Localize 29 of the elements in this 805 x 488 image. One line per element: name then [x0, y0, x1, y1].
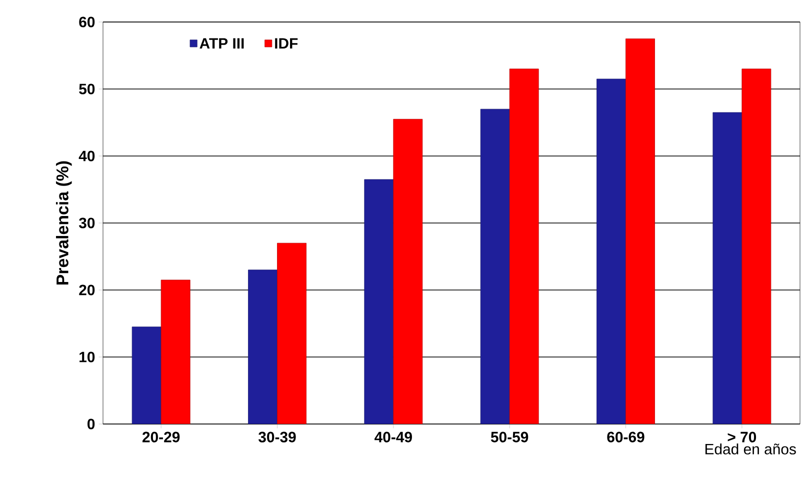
legend-label: ATP III — [200, 38, 244, 49]
y-tick-label: 40 — [78, 150, 95, 162]
y-tick-label: 60 — [79, 16, 95, 28]
x-tick-label: 30-39 — [258, 432, 296, 442]
x-tick-label: 50-59 — [490, 432, 528, 442]
bar — [596, 78, 626, 424]
bar — [712, 112, 742, 424]
bar — [132, 326, 162, 424]
y-tick-label: 20 — [79, 284, 95, 296]
bar — [364, 179, 394, 424]
y-tick-label: 0 — [88, 418, 95, 430]
x-tick-label: 20-29 — [142, 432, 180, 442]
y-tick-label: 10 — [80, 352, 95, 362]
y-tick-label: 30 — [78, 218, 95, 228]
bar — [480, 108, 510, 424]
x-tick-label: 40-49 — [374, 432, 412, 442]
bar — [248, 270, 278, 424]
legend-label: IDF — [275, 38, 298, 49]
bar — [742, 68, 772, 424]
bar — [509, 68, 539, 424]
bar — [160, 280, 190, 424]
bar — [277, 242, 306, 424]
x-tick-label: 60-69 — [607, 432, 644, 442]
bar — [393, 118, 423, 424]
y-axis-title: Prevalencia (%) — [56, 161, 72, 284]
bar — [626, 38, 655, 424]
x-axis-title: Edad en años — [705, 443, 796, 454]
y-tick-label: 50 — [79, 84, 95, 94]
x-tick-label: > 70 — [728, 432, 756, 442]
